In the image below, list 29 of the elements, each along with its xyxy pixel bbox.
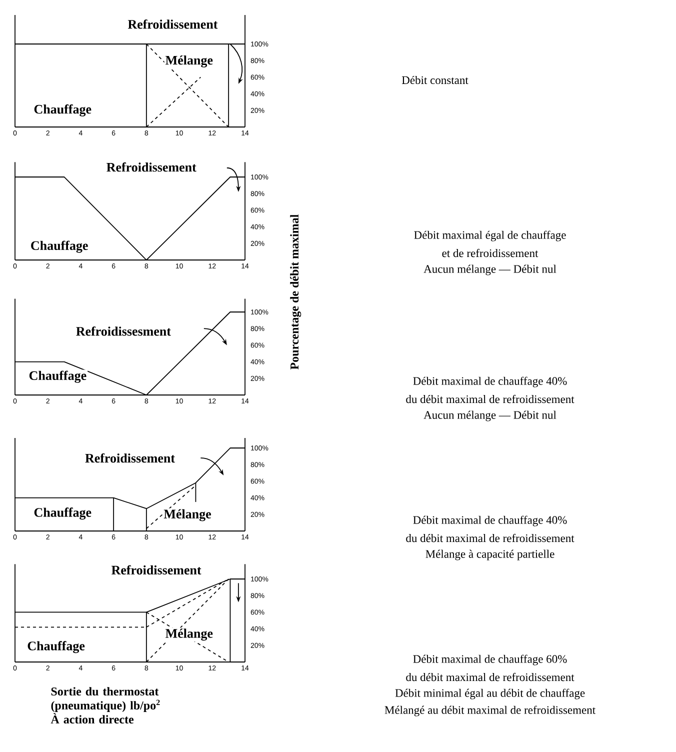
text: Débit maximal de chauffage 40% [413, 516, 567, 526]
text: du débit maximal de refroidissement [406, 672, 574, 682]
annotation: Chauffage [28, 641, 85, 654]
text: Débit maximal égal de chauffage [414, 230, 566, 242]
y-axis-title: Pourcentage de débit maximal [290, 214, 302, 370]
text: Aucun mélange — Débit nul [424, 410, 556, 422]
text: Débit constant [402, 76, 468, 84]
annotation: Refroidissement [128, 19, 218, 29]
annotation: Mélange [164, 509, 211, 522]
text: Aucun mélange — Débit nul [424, 264, 556, 276]
text: du débit maximal de refroidissement [406, 534, 574, 542]
annotation: Refroidissesment [76, 326, 171, 336]
text: Débit minimal égal au débit de chauffage [395, 688, 585, 700]
text: du débit maximal de refroidissement [406, 394, 574, 404]
annotation: Chauffage [34, 104, 92, 116]
annotation: Chauffage [31, 240, 88, 253]
annotation: Mélange [166, 628, 213, 641]
annotation: Refroidissement [106, 162, 196, 172]
text: Sortie du thermostat (pneumatique) lb/po$^{2}$ À action directe [50, 687, 160, 724]
annotation: Chauffage [34, 508, 92, 520]
text: Débit maximal de chauffage 60% [413, 654, 567, 666]
text: et de refroidissement [442, 248, 538, 258]
annotation: Mélange [166, 55, 213, 68]
annotation: Chauffage [29, 370, 86, 383]
text: Débit maximal de chauffage 40% [413, 376, 567, 388]
text: Mélangé au débit maximal de refroidissement [384, 706, 596, 716]
annotation: Refroidissement [85, 453, 175, 463]
annotation: Refroidissement [111, 565, 202, 575]
text: Mélange à capacité partielle [426, 550, 554, 560]
